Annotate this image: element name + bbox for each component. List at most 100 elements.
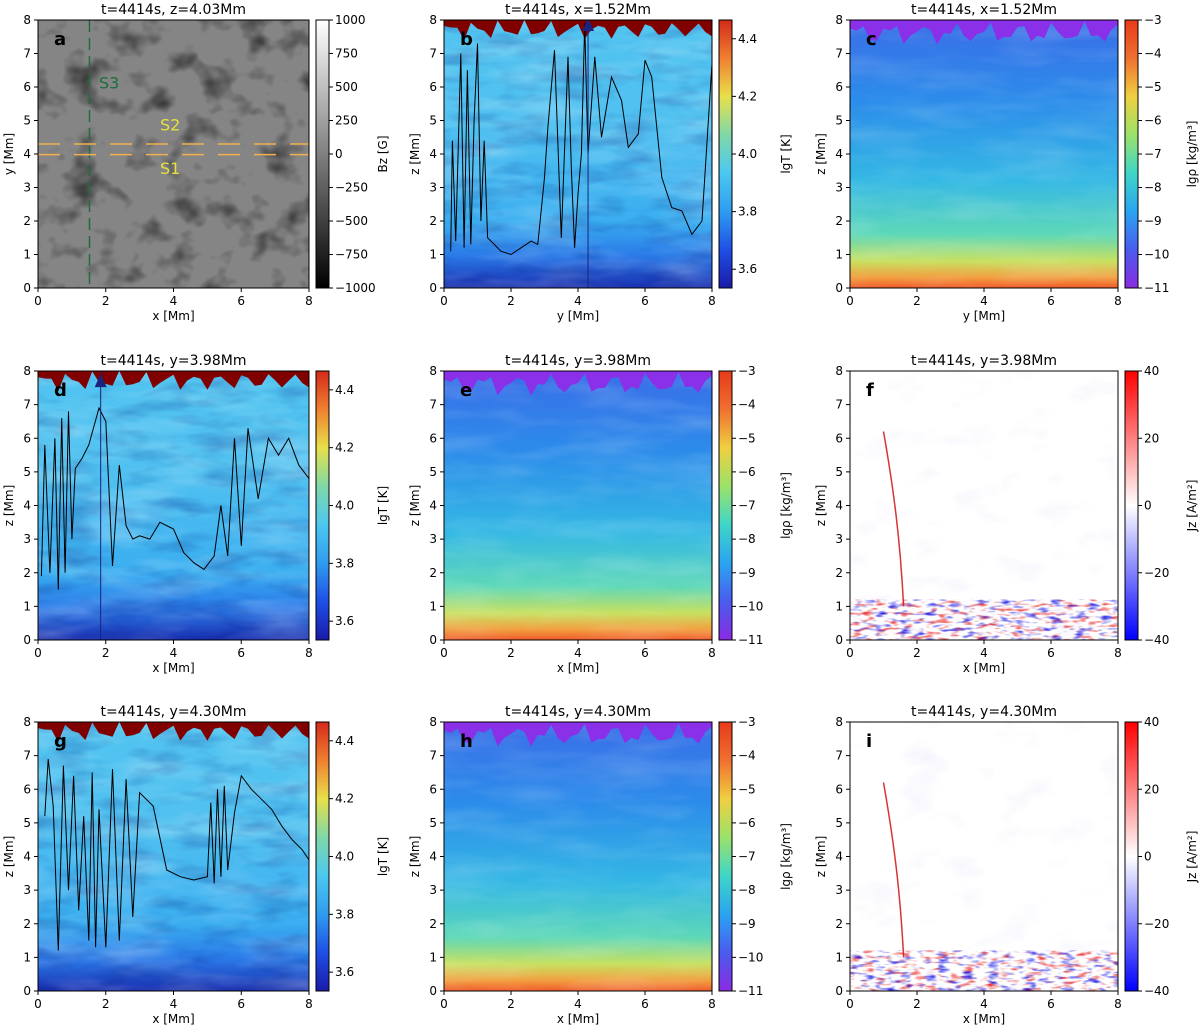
y-tick-label: 7 [835,749,843,763]
y-tick-label: 1 [429,950,437,964]
panel-title: t=4414s, y=3.98Mm [101,353,247,369]
colorbar [315,19,330,289]
x-tick-label: 0 [34,294,42,308]
y-tick-label: 0 [23,281,31,295]
colorbar-tick-label: −9 [1144,214,1162,228]
x-tick-label: 0 [34,646,42,660]
colorbar-tick-label: 4.0 [738,147,757,161]
y-tick-label: 0 [23,633,31,647]
y-tick-label: 5 [835,114,843,128]
y-tick-label: 8 [23,364,31,378]
x-tick-label: 0 [34,997,42,1011]
colorbar-tick-label: 20 [1144,782,1159,796]
panel-i: i t=4414s, y=4.30Mm 0 2 4 6 8 0 1 2 3 4 5 6 7 8 x [Mm] z … [814,704,1199,1026]
panel-label-d: d [54,380,67,401]
y-tick-label: 5 [429,114,437,128]
colorbar-tick-label: −1000 [335,281,376,295]
x-tick-label: 6 [641,997,649,1011]
x-tick-label: 4 [980,294,988,308]
panel-title: t=4414s, y=4.30Mm [911,704,1057,720]
y-tick-label: 6 [429,80,437,94]
colorbar-tick-label: 4.2 [335,441,354,455]
y-axis-label: z [Mm] [408,836,422,878]
colorbar-tick-label: −6 [738,465,756,479]
y-tick-label: 0 [835,984,843,998]
x-tick-label: 4 [170,997,178,1011]
y-tick-label: 7 [835,47,843,61]
colorbar-tick-label: 4.0 [335,499,354,513]
colorbar-tick-label: −250 [335,181,368,195]
panel-title: t=4414s, x=1.52Mm [911,2,1057,18]
y-tick-label: 3 [835,532,843,546]
colorbar-tick-label: −9 [738,917,756,931]
x-tick-label: 8 [708,997,716,1011]
x-tick-label: 6 [641,646,649,660]
colorbar-tick-label: −4 [738,749,756,763]
colorbar-label: Jz [A/m²] [1185,831,1199,884]
heatmap-i [850,722,1118,991]
colorbar-tick-label: −8 [738,883,756,897]
y-tick-label: 8 [835,364,843,378]
colorbar-tick-label: 3.6 [335,614,354,628]
y-tick-label: 2 [429,566,437,580]
x-tick-label: 6 [1047,646,1055,660]
x-tick-label: 4 [170,646,178,660]
y-tick-label: 0 [835,633,843,647]
y-tick-label: 1 [429,248,437,262]
annotation-s1: S1 [160,159,180,178]
colorbar-tick-label: 3.6 [738,262,757,276]
x-tick-label: 8 [305,294,313,308]
y-tick-label: 4 [429,850,437,864]
panel-title: t=4414s, z=4.03Mm [101,2,246,18]
panel-h: h t=4414s, y=4.30Mm 0 2 4 6 8 0 1 2 3 4 5 6 7 8 x [Mm] z … [408,704,793,1026]
panel-e: e t=4414s, y=3.98Mm 0 2 4 6 8 0 1 2 3 4 5 6 7 8 x [Mm] z … [408,353,793,675]
y-tick-label: 3 [835,883,843,897]
x-tick-label: 6 [237,997,245,1011]
heatmap-e [444,371,712,640]
colorbar-tick-label: 3.6 [335,965,354,979]
colorbar-tick-label: −7 [738,850,756,864]
y-axis-label: y [Mm] [2,133,16,175]
y-tick-label: 8 [23,13,31,27]
colorbar-tick-label: −11 [738,633,763,647]
panel-label-a: a [54,29,66,50]
y-tick-label: 4 [429,499,437,513]
y-tick-label: 4 [429,147,437,161]
x-tick-label: 2 [102,997,110,1011]
x-axis-label: x [Mm] [152,661,194,675]
x-tick-label: 0 [440,294,448,308]
colorbar [315,370,330,641]
colorbar-tick-label: 40 [1144,715,1159,729]
colorbar [1124,721,1139,992]
x-tick-label: 4 [170,294,178,308]
y-tick-label: 2 [23,917,31,931]
contour-line [450,23,712,256]
y-tick-label: 8 [429,715,437,729]
colorbar-tick-label: −3 [738,364,756,378]
colorbar-tick-label: −10 [1144,248,1169,262]
triangle-marker [94,374,107,388]
colorbar-tick-label: 500 [335,80,358,94]
y-tick-label: 7 [23,749,31,763]
y-axis-label: z [Mm] [408,485,422,527]
x-tick-label: 8 [1114,997,1122,1011]
panel-d: d t=4414s, y=3.98Mm 0 2 4 6 8 0 1 2 3 4 5 6 7 8 x [Mm] z … [2,353,390,675]
colorbar [1124,19,1139,289]
y-tick-label: 0 [429,281,437,295]
x-tick-label: 6 [237,646,245,660]
colorbar-tick-label: −20 [1144,566,1169,580]
y-tick-label: 1 [23,599,31,613]
triangle-marker [582,20,595,32]
y-tick-label: 7 [429,47,437,61]
y-tick-label: 6 [835,431,843,445]
colorbar-tick-label: 4.0 [335,850,354,864]
y-tick-label: 1 [835,248,843,262]
colorbar-label: lgT [K] [376,837,390,876]
colorbar-tick-label: 4.2 [335,792,354,806]
x-tick-label: 2 [913,997,921,1011]
panel-g: g t=4414s, y=4.30Mm 0 2 4 6 8 0 1 2 3 4 5 6 7 8 x [Mm] z … [2,704,390,1026]
y-tick-label: 5 [23,114,31,128]
colorbar-tick-label: 0 [1144,499,1152,513]
y-tick-label: 6 [835,782,843,796]
panel-title: t=4414s, x=1.52Mm [505,2,651,18]
